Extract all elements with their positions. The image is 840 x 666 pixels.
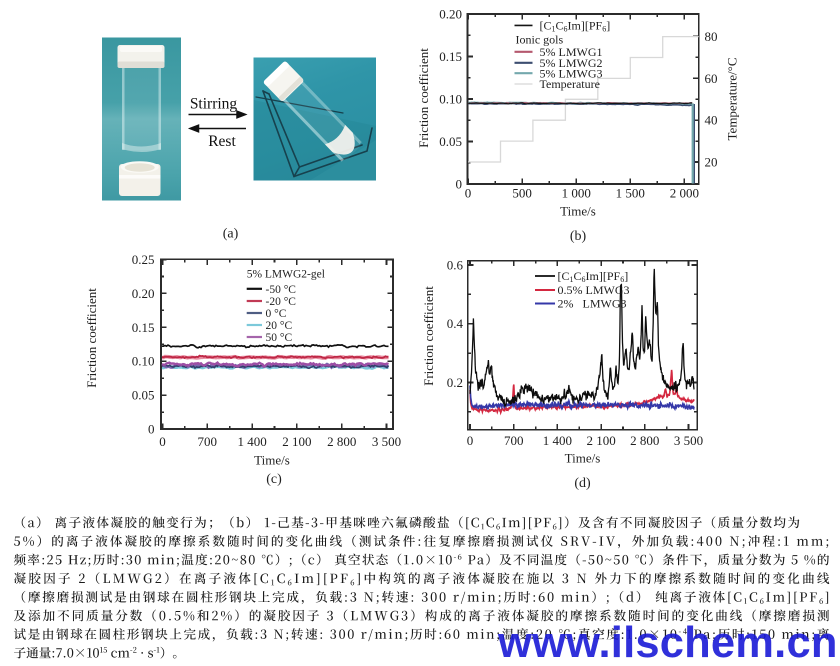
svg-text:1 400: 1 400 <box>543 433 572 448</box>
svg-text:1 000: 1 000 <box>562 186 591 201</box>
svg-text:50 °C: 50 °C <box>266 332 293 344</box>
svg-text:Time/s: Time/s <box>560 204 596 219</box>
svg-text:0.10: 0.10 <box>439 92 462 107</box>
svg-text:2 000: 2 000 <box>670 186 699 201</box>
svg-text:0.20: 0.20 <box>439 7 462 22</box>
svg-text:[C1C6Im][PF6]: [C1C6Im][PF6] <box>558 269 629 284</box>
svg-text:Friction coefficient: Friction coefficient <box>421 286 436 386</box>
svg-text:(c): (c) <box>266 472 282 487</box>
svg-text:-50 °C: -50 °C <box>266 284 297 296</box>
svg-text:Ionic gols: Ionic gols <box>516 33 564 47</box>
svg-text:700: 700 <box>198 434 218 449</box>
svg-text:0.05: 0.05 <box>132 388 155 403</box>
svg-text:0.10: 0.10 <box>132 354 155 369</box>
svg-text:5% LMWG2: 5% LMWG2 <box>540 56 603 70</box>
svg-text:0.25: 0.25 <box>132 252 155 267</box>
svg-text:Rest: Rest <box>208 133 236 150</box>
svg-text:0: 0 <box>465 186 472 201</box>
svg-text:(d): (d) <box>574 476 591 491</box>
svg-text:0.6: 0.6 <box>447 258 464 273</box>
svg-text:[C1C6Im][PF6]: [C1C6Im][PF6] <box>540 19 611 34</box>
svg-text:700: 700 <box>504 433 524 448</box>
svg-text:20: 20 <box>705 155 718 170</box>
svg-text:0: 0 <box>148 422 155 437</box>
svg-text:Temperature: Temperature <box>540 77 600 91</box>
svg-text:0: 0 <box>467 433 474 448</box>
svg-text:20 °C: 20 °C <box>266 320 293 332</box>
svg-text:0: 0 <box>159 434 166 449</box>
svg-text:2% LMWG3: 2% LMWG3 <box>558 297 627 311</box>
svg-text:5% LMWG2-gel: 5% LMWG2-gel <box>247 269 325 281</box>
svg-text:500: 500 <box>512 186 532 201</box>
svg-text:0.15: 0.15 <box>439 49 462 64</box>
svg-text:(b): (b) <box>570 229 587 244</box>
svg-text:0 °C: 0 °C <box>266 308 287 320</box>
svg-text:Temperature/°C: Temperature/°C <box>725 58 740 141</box>
svg-text:Time/s: Time/s <box>565 451 601 466</box>
svg-text:1 400: 1 400 <box>237 434 266 449</box>
svg-text:-20 °C: -20 °C <box>266 296 297 308</box>
svg-text:Stirring: Stirring <box>190 96 238 113</box>
svg-text:5% LMWG1: 5% LMWG1 <box>540 45 603 59</box>
svg-text:80: 80 <box>705 29 718 44</box>
svg-text:2 800: 2 800 <box>630 433 659 448</box>
svg-text:2 100: 2 100 <box>282 434 311 449</box>
svg-text:3 500: 3 500 <box>674 433 703 448</box>
svg-text:0: 0 <box>456 177 463 192</box>
svg-text:Friction coefficient: Friction coefficient <box>416 48 431 148</box>
svg-text:2 100: 2 100 <box>586 433 615 448</box>
svg-text:40: 40 <box>705 113 718 128</box>
svg-text:0.05: 0.05 <box>439 134 462 149</box>
svg-text:(a): (a) <box>223 227 239 242</box>
svg-text:2 800: 2 800 <box>327 434 356 449</box>
svg-text:Time/s: Time/s <box>254 453 290 468</box>
svg-text:60: 60 <box>705 71 718 86</box>
svg-text:0.2: 0.2 <box>447 375 463 390</box>
svg-text:3 500: 3 500 <box>372 434 401 449</box>
svg-text:0.5% LMWG3: 0.5% LMWG3 <box>558 283 630 297</box>
svg-text:0.4: 0.4 <box>447 316 464 331</box>
svg-text:0.15: 0.15 <box>132 320 155 335</box>
svg-text:0.20: 0.20 <box>132 286 155 301</box>
svg-text:1 500: 1 500 <box>616 186 645 201</box>
svg-text:5% LMWG3: 5% LMWG3 <box>540 66 603 80</box>
svg-text:Friction coefficient: Friction coefficient <box>84 288 99 388</box>
